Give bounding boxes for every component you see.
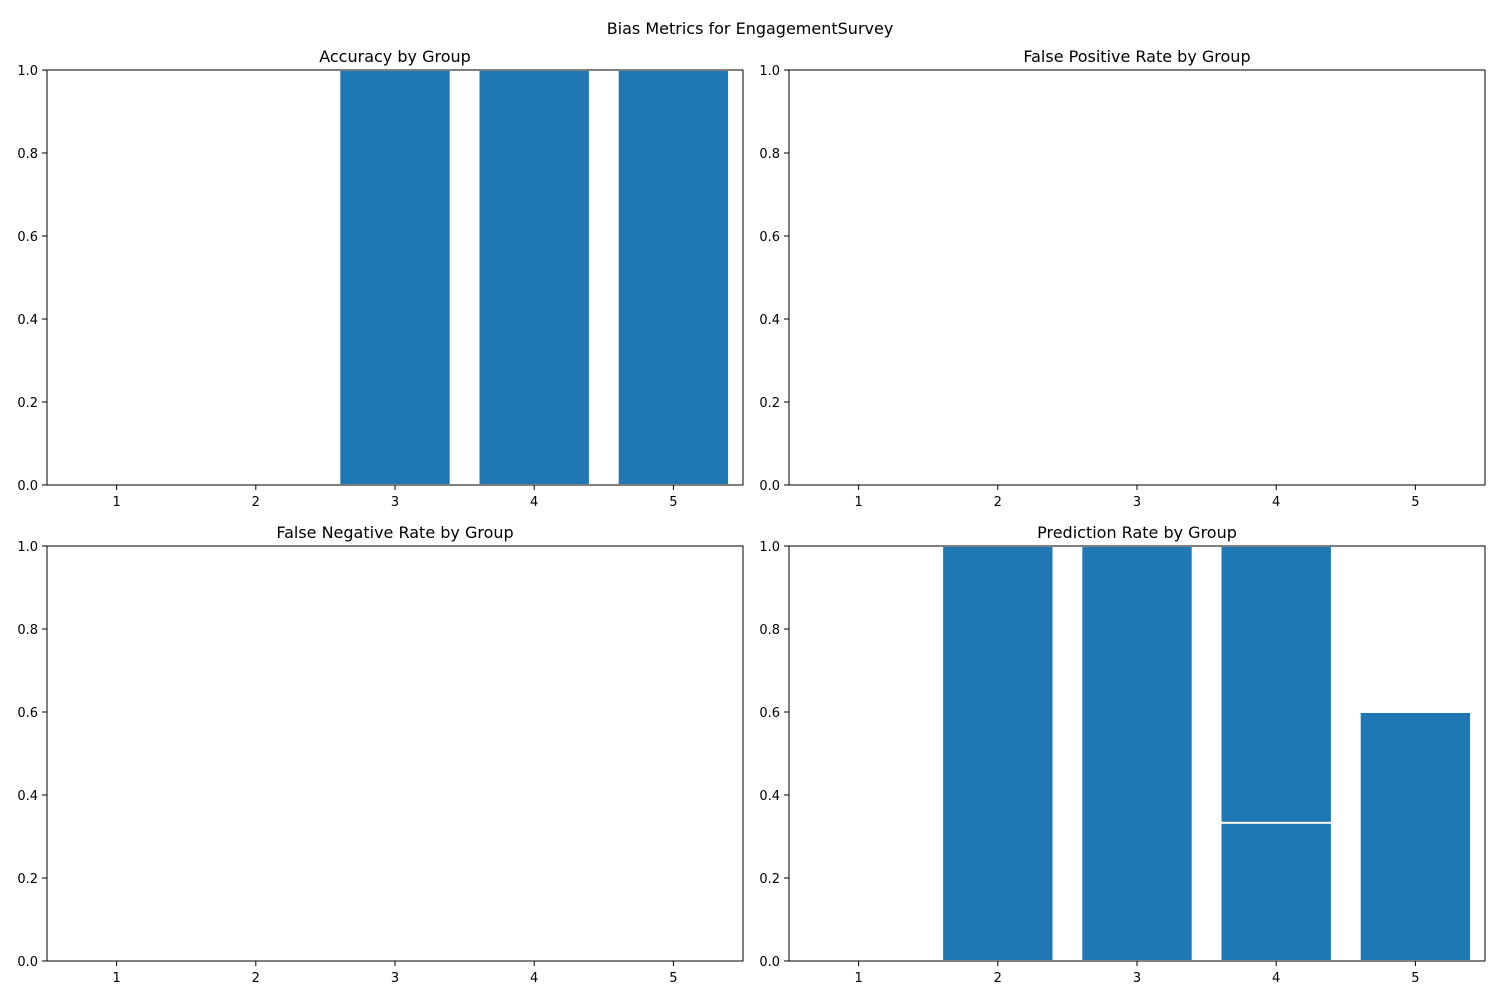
accuracy-title: Accuracy by Group <box>319 47 471 66</box>
accuracy-xtick-label-2: 3 <box>391 495 399 510</box>
accuracy-ytick-label-1: 0.2 <box>17 396 38 411</box>
false-positive-rate-plot-area <box>789 70 1485 485</box>
subplot-grid: Accuracy by Group 1 2 3 4 5 0.0 0.2 0.4 0.6 0.8 1.0… <box>17 47 1486 986</box>
prediction-rate-ytick-label-0: 0.0 <box>759 955 780 970</box>
false-positive-rate-ytick-label-1: 0.2 <box>759 396 780 411</box>
prediction-rate-bar-4 <box>1358 711 1473 961</box>
false-positive-rate-xtick-label-3: 4 <box>1272 495 1280 510</box>
accuracy-bar-1 <box>477 70 591 485</box>
false-negative-rate-xtick-label-4: 5 <box>669 971 677 986</box>
false-negative-rate-xtick-label-0: 1 <box>112 971 120 986</box>
false-negative-rate-plot-area <box>47 546 743 961</box>
false-negative-rate-xtick-label-2: 3 <box>391 971 399 986</box>
prediction-rate-title: Prediction Rate by Group <box>1037 523 1237 542</box>
prediction-rate-bar-0 <box>941 546 1055 961</box>
prediction-rate-ytick-label-1: 0.2 <box>759 872 780 887</box>
accuracy-ytick-label-3: 0.6 <box>17 230 38 245</box>
false-negative-rate-xtick-label-1: 2 <box>252 971 260 986</box>
prediction-rate-bar-3 <box>1219 821 1333 961</box>
false-positive-rate-title: False Positive Rate by Group <box>1023 47 1250 66</box>
false-positive-rate-ytick-label-4: 0.8 <box>759 147 780 162</box>
false-negative-rate-title: False Negative Rate by Group <box>276 523 513 542</box>
prediction-rate-panel: Prediction Rate by Group 1 2 3 4 5 0.0 0.2 0.4 0.… <box>759 523 1486 986</box>
false-negative-rate-ytick-label-0: 0.0 <box>17 955 38 970</box>
false-negative-rate-ytick-label-3: 0.6 <box>17 706 38 721</box>
accuracy-xtick-label-3: 4 <box>530 495 538 510</box>
accuracy-xtick-label-1: 2 <box>252 495 260 510</box>
prediction-rate-xtick-label-2: 3 <box>1133 971 1141 986</box>
prediction-rate-bar-1 <box>1080 546 1194 961</box>
accuracy-bar-2 <box>616 70 731 485</box>
false-positive-rate-panel: False Positive Rate by Group 1 2 3 4 5 0.0 0.2 0… <box>759 47 1486 510</box>
false-positive-rate-ytick-label-0: 0.0 <box>759 479 780 494</box>
prediction-rate-xtick-label-3: 4 <box>1272 971 1280 986</box>
prediction-rate-xtick-label-1: 2 <box>994 971 1002 986</box>
prediction-rate-bars <box>941 546 1473 961</box>
false-negative-rate-panel: False Negative Rate by Group 1 2 3 4 5 0.0 0.2 0… <box>17 523 744 986</box>
false-positive-rate-xtick-label-1: 2 <box>994 495 1002 510</box>
false-positive-rate-xtick-label-4: 5 <box>1411 495 1419 510</box>
accuracy-ytick-label-0: 0.0 <box>17 479 38 494</box>
false-positive-rate-xtick-label-2: 3 <box>1133 495 1141 510</box>
accuracy-xtick-label-0: 1 <box>112 495 120 510</box>
false-negative-rate-ytick-label-4: 0.8 <box>17 623 38 638</box>
false-positive-rate-ytick-label-5: 1.0 <box>759 64 780 79</box>
prediction-rate-ytick-label-2: 0.4 <box>759 789 780 804</box>
figure-suptitle: Bias Metrics for EngagementSurvey <box>607 19 894 38</box>
false-negative-rate-ytick-label-2: 0.4 <box>17 789 38 804</box>
false-positive-rate-ytick-label-2: 0.4 <box>759 313 780 328</box>
accuracy-panel: Accuracy by Group 1 2 3 4 5 0.0 0.2 0.4 0.6 0.8 1.0 <box>17 47 744 510</box>
false-negative-rate-xtick-label-3: 4 <box>530 971 538 986</box>
false-negative-rate-ytick-label-1: 0.2 <box>17 872 38 887</box>
prediction-rate-xtick-label-0: 1 <box>854 971 862 986</box>
accuracy-bar-0 <box>338 70 452 485</box>
accuracy-ytick-label-2: 0.4 <box>17 313 38 328</box>
prediction-rate-ytick-label-4: 0.8 <box>759 623 780 638</box>
false-negative-rate-ytick-label-5: 1.0 <box>17 540 38 555</box>
false-positive-rate-ytick-label-3: 0.6 <box>759 230 780 245</box>
false-positive-rate-xtick-label-0: 1 <box>854 495 862 510</box>
prediction-rate-ytick-label-3: 0.6 <box>759 706 780 721</box>
accuracy-bars <box>338 70 731 485</box>
prediction-rate-xtick-label-4: 5 <box>1411 971 1419 986</box>
accuracy-ytick-label-4: 0.8 <box>17 147 38 162</box>
accuracy-xtick-label-4: 5 <box>669 495 677 510</box>
accuracy-ytick-label-5: 1.0 <box>17 64 38 79</box>
prediction-rate-ytick-label-5: 1.0 <box>759 540 780 555</box>
